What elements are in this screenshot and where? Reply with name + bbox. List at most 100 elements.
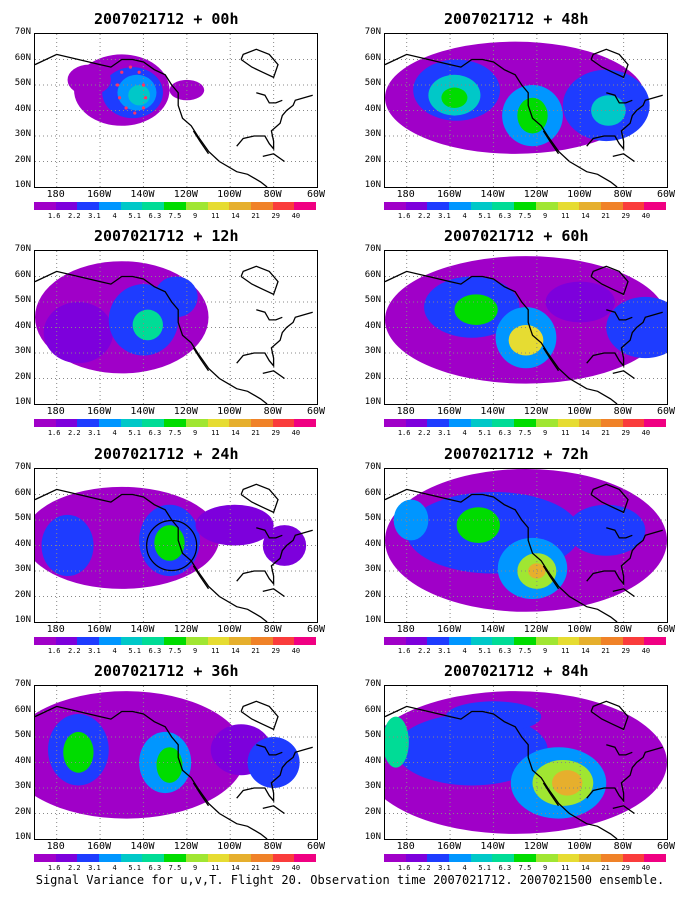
flight-track-point <box>141 83 146 87</box>
colorbar-label: 3.1 <box>88 647 101 655</box>
contour-fill <box>395 714 548 786</box>
longitude-label: 180 <box>46 406 65 417</box>
longitude-label: 160W <box>87 406 112 417</box>
coastline <box>612 805 635 815</box>
colorbar-swatch <box>405 202 428 210</box>
flight-track-point <box>115 83 120 87</box>
latitude-label: 70N <box>364 462 381 472</box>
longitude-label: 160W <box>437 189 462 200</box>
colorbar-label: 6.3 <box>498 212 512 220</box>
colorbar-label: 11 <box>561 864 570 872</box>
colorbar-label: 4 <box>112 647 117 655</box>
latitude-label: 60N <box>14 52 31 63</box>
longitude-label: 80W <box>613 189 632 200</box>
colorbar-swatch <box>185 637 208 645</box>
contour-fill <box>591 95 626 126</box>
colorbar <box>34 419 316 427</box>
coastline <box>612 370 635 380</box>
colorbar-swatch <box>470 637 493 645</box>
coastline <box>385 488 618 622</box>
latitude-label: 40N <box>364 755 381 766</box>
latitude-label: 70N <box>364 244 381 254</box>
colorbar-swatch <box>535 202 558 210</box>
coastline <box>590 265 629 296</box>
longitude-label: 160W <box>437 624 462 635</box>
longitude-label: 100W <box>567 624 592 635</box>
latitude-label: 70N <box>14 462 31 472</box>
colorbar-label: 40 <box>641 864 651 872</box>
colorbar-label: 4 <box>112 864 117 872</box>
colorbar-label: 40 <box>641 647 651 655</box>
colorbar-label: 11 <box>561 429 570 437</box>
colorbar-swatch <box>207 854 230 862</box>
colorbar-swatch <box>164 202 186 210</box>
contour-fill <box>456 507 500 543</box>
colorbar-swatch <box>185 854 208 862</box>
coastline <box>236 746 313 803</box>
colorbar-swatch <box>294 637 316 645</box>
colorbar-swatch <box>427 637 450 645</box>
contour-fill <box>552 770 583 796</box>
colorbar <box>384 202 666 210</box>
colorbar-label: 1.6 <box>47 864 61 872</box>
colorbar-swatch <box>557 419 580 427</box>
colorbar-label: 40 <box>291 212 301 220</box>
colorbar-swatch <box>557 202 580 210</box>
colorbar-label: 1.6 <box>397 212 411 220</box>
longitude-label: 60W <box>306 189 326 200</box>
colorbar-label: 14 <box>581 647 590 655</box>
map-frame <box>34 33 318 188</box>
panel-title: 2007021712 + 84h <box>444 662 589 680</box>
flight-track-point <box>120 70 124 74</box>
latitude-label: 50N <box>364 730 381 740</box>
flight-track-point <box>141 106 146 110</box>
colorbar-swatch <box>272 637 295 645</box>
colorbar-label: 4 <box>462 212 467 220</box>
longitude-label: 160W <box>437 406 462 417</box>
coastline <box>590 48 629 79</box>
colorbar-label: 14 <box>581 212 590 220</box>
variance-field <box>385 686 667 839</box>
coastline <box>240 700 279 731</box>
colorbar-label: 9 <box>543 647 548 655</box>
colorbar-swatch <box>229 637 251 645</box>
colorbar-swatch <box>492 637 515 645</box>
longitude-label: 120W <box>173 406 198 417</box>
colorbar-label: 29 <box>621 212 630 220</box>
colorbar-label: 3.1 <box>88 864 101 872</box>
coastline <box>612 153 635 163</box>
colorbar-label: 2.2 <box>67 647 81 655</box>
coastline <box>542 130 560 155</box>
latitude-label: 40N <box>364 103 381 114</box>
latitude-label: 10N <box>364 180 381 190</box>
map-frame <box>384 250 668 405</box>
colorbar-label: 14 <box>231 212 240 220</box>
colorbar-swatch <box>644 419 666 427</box>
map-frame <box>34 468 318 623</box>
longitude-label: 60W <box>656 406 676 417</box>
colorbar-swatch <box>229 202 251 210</box>
latitude-label: 60N <box>364 487 381 498</box>
coastline <box>240 265 279 296</box>
contour-fill <box>195 504 274 546</box>
colorbar-label: 9 <box>193 429 198 437</box>
colorbar-label: 29 <box>271 864 280 872</box>
colorbar-label: 11 <box>561 212 570 220</box>
colorbar-swatch <box>535 419 558 427</box>
colorbar-swatch <box>579 637 601 645</box>
colorbar-label: 11 <box>211 429 220 437</box>
longitude-label: 80W <box>613 841 632 852</box>
latitude-label: 10N <box>14 615 31 625</box>
coastline <box>256 309 283 321</box>
coastline <box>542 347 560 372</box>
colorbar-swatch <box>272 202 295 210</box>
colorbar-label: 29 <box>271 429 280 437</box>
colorbar-swatch <box>449 637 471 645</box>
longitude-label: 80W <box>613 624 632 635</box>
colorbar-label: 7.5 <box>168 212 182 220</box>
latitude-label: 10N <box>364 615 381 625</box>
flight-track-point <box>133 111 137 115</box>
colorbar-swatch <box>250 419 273 427</box>
colorbar-swatch <box>470 419 493 427</box>
colorbar-label: 7.5 <box>518 429 532 437</box>
